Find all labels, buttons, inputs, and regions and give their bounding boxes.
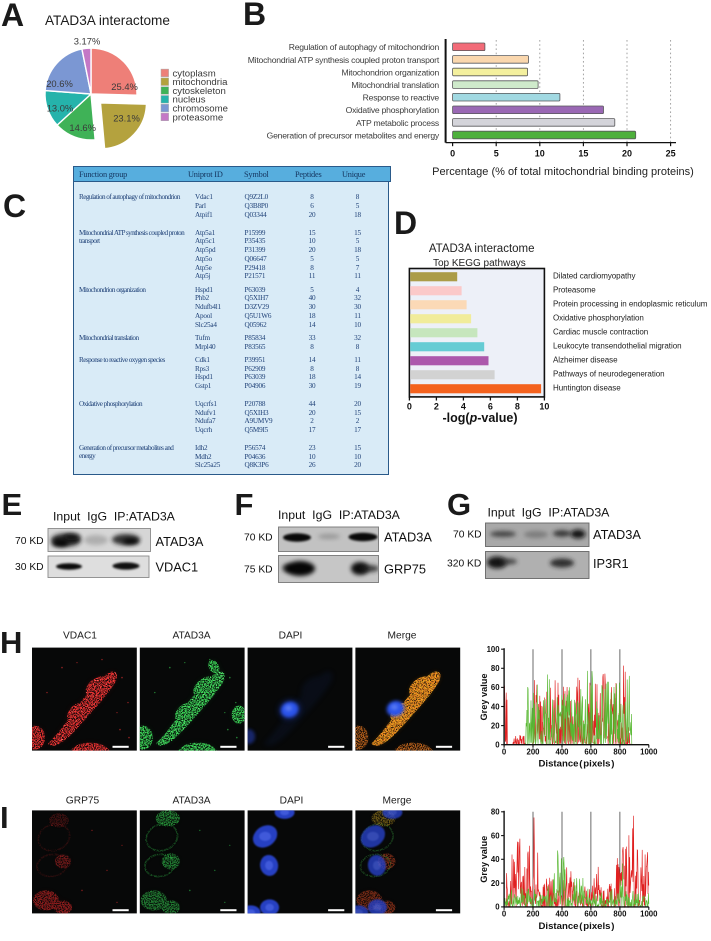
svg-text:14.6%: 14.6%: [69, 122, 96, 133]
svg-text:20: 20: [491, 879, 500, 888]
svg-text:nucleus: nucleus: [173, 95, 206, 106]
svg-text:6: 6: [488, 402, 493, 412]
svg-text:Regulation of autophagy of mit: Regulation of autophagy of mitochondrion: [289, 42, 440, 52]
svg-text:75 KD: 75 KD: [244, 565, 273, 576]
svg-text:Proteasome: Proteasome: [553, 286, 596, 295]
svg-text:320 KD: 320 KD: [447, 559, 481, 570]
svg-text:Leukocyte transendothelial mig: Leukocyte transendothelial migration: [553, 342, 682, 351]
svg-text:13.0%: 13.0%: [47, 103, 74, 114]
svg-text:600: 600: [584, 910, 598, 919]
svg-text:Mitochondrion organization: Mitochondrion organization: [342, 67, 440, 77]
svg-text:80: 80: [491, 664, 500, 673]
svg-text:100: 100: [487, 645, 501, 654]
svg-text:20.6%: 20.6%: [46, 78, 73, 89]
svg-text:Input IgG IP:ATAD3A: Input IgG IP:ATAD3A: [53, 510, 176, 524]
svg-text:30 KD: 30 KD: [15, 562, 44, 573]
svg-text:Huntington disease: Huntington disease: [553, 384, 621, 393]
svg-text:1000: 1000: [640, 748, 658, 757]
svg-text:15: 15: [578, 149, 588, 159]
svg-text:Percentage (% of total mitocho: Percentage (% of total mitochondrial bin…: [432, 166, 694, 178]
svg-text:10: 10: [539, 402, 549, 412]
svg-text:ATAD3A: ATAD3A: [172, 796, 210, 807]
svg-text:DAPI: DAPI: [279, 631, 303, 642]
svg-text:0: 0: [450, 149, 455, 159]
svg-text:VDAC1: VDAC1: [156, 560, 199, 575]
svg-text:Distance ( pixels ): Distance ( pixels ): [539, 921, 615, 932]
svg-text:Input IgG IP:ATAD3A: Input IgG IP:ATAD3A: [488, 506, 611, 520]
svg-text:60: 60: [491, 831, 500, 840]
svg-text:20: 20: [491, 721, 500, 730]
svg-text:ATAD3A interactome: ATAD3A interactome: [45, 13, 170, 28]
svg-text:Oxidative phosphorylation: Oxidative phosphorylation: [346, 105, 440, 115]
svg-text:IP3R1: IP3R1: [593, 556, 629, 571]
svg-text:cytoskeleton: cytoskeleton: [173, 86, 226, 97]
svg-text:ATAD3A: ATAD3A: [156, 534, 204, 549]
svg-text:Grey value: Grey value: [479, 836, 489, 883]
svg-text:800: 800: [613, 910, 627, 919]
svg-text:40: 40: [491, 702, 500, 711]
svg-text:ATAD3A interactome: ATAD3A interactome: [429, 243, 535, 255]
svg-text:Response to reactive: Response to reactive: [363, 93, 440, 103]
svg-text:25: 25: [666, 149, 676, 159]
svg-text:800: 800: [613, 748, 627, 757]
svg-text:Dilated cardiomyopathy: Dilated cardiomyopathy: [553, 272, 636, 281]
svg-text:400: 400: [555, 910, 569, 919]
svg-text:GRP75: GRP75: [384, 562, 426, 577]
svg-text:20: 20: [622, 149, 632, 159]
svg-text:200: 200: [526, 748, 540, 757]
svg-text:23.1%: 23.1%: [113, 113, 140, 124]
svg-text:ATP metabolic process: ATP metabolic process: [356, 118, 439, 128]
svg-text:0: 0: [495, 903, 500, 912]
svg-text:25.4%: 25.4%: [111, 81, 138, 92]
svg-text:0: 0: [407, 402, 412, 412]
svg-text:proteasome: proteasome: [173, 112, 224, 123]
svg-text:chromosome: chromosome: [173, 104, 228, 115]
svg-text:-log(p-value): -log(p-value): [442, 411, 517, 425]
svg-text:Protein processing in endoplas: Protein processing in endoplasmic reticu…: [553, 300, 708, 309]
svg-text:Mitochondrial ATP synthesis co: Mitochondrial ATP synthesis coupled prot…: [248, 55, 440, 65]
svg-text:Generation of precursor metabo: Generation of precursor metabolites and …: [267, 130, 440, 140]
svg-text:0: 0: [502, 748, 507, 757]
svg-text:200: 200: [526, 910, 540, 919]
svg-text:60: 60: [491, 683, 500, 692]
svg-text:ATAD3A: ATAD3A: [172, 631, 210, 642]
svg-text:ATAD3A: ATAD3A: [384, 530, 432, 545]
svg-text:70 KD: 70 KD: [453, 530, 482, 541]
svg-text:400: 400: [555, 748, 569, 757]
svg-text:70 KD: 70 KD: [15, 536, 44, 547]
svg-text:1000: 1000: [640, 910, 658, 919]
svg-text:2: 2: [434, 402, 439, 412]
svg-text:GRP75: GRP75: [66, 796, 100, 807]
svg-text:DAPI: DAPI: [280, 796, 304, 807]
svg-text:Top KEGG pathways: Top KEGG pathways: [433, 258, 526, 269]
svg-text:80: 80: [491, 808, 500, 817]
svg-text:8: 8: [515, 402, 520, 412]
svg-text:5: 5: [494, 149, 499, 159]
svg-text:0: 0: [502, 910, 507, 919]
svg-text:10: 10: [535, 149, 545, 159]
svg-text:VDAC1: VDAC1: [63, 631, 97, 642]
svg-text:Pathways of neurodegeneration: Pathways of neurodegeneration: [553, 370, 665, 379]
svg-text:Alzheimer disease: Alzheimer disease: [553, 356, 618, 365]
svg-text:70 KD: 70 KD: [244, 533, 273, 544]
svg-text:Merge: Merge: [383, 796, 412, 807]
svg-text:3.17%: 3.17%: [74, 36, 101, 47]
svg-text:cytoplasm: cytoplasm: [173, 68, 216, 79]
svg-text:600: 600: [584, 748, 598, 757]
svg-text:Cardiac muscle contraction: Cardiac muscle contraction: [553, 328, 648, 337]
svg-text:Merge: Merge: [388, 631, 417, 642]
svg-text:mitochondria: mitochondria: [173, 77, 229, 88]
svg-text:Grey value: Grey value: [479, 674, 489, 721]
svg-text:40: 40: [491, 855, 500, 864]
svg-text:ATAD3A: ATAD3A: [593, 527, 641, 542]
svg-text:Mitochondrial translation: Mitochondrial translation: [351, 80, 439, 90]
svg-text:4: 4: [461, 402, 466, 412]
svg-text:Distance ( pixels ): Distance ( pixels ): [539, 759, 615, 770]
svg-text:Input IgG IP:ATAD3A: Input IgG IP:ATAD3A: [278, 508, 401, 522]
svg-text:0: 0: [495, 741, 500, 750]
svg-text:Oxidative phosphorylation: Oxidative phosphorylation: [553, 314, 644, 323]
